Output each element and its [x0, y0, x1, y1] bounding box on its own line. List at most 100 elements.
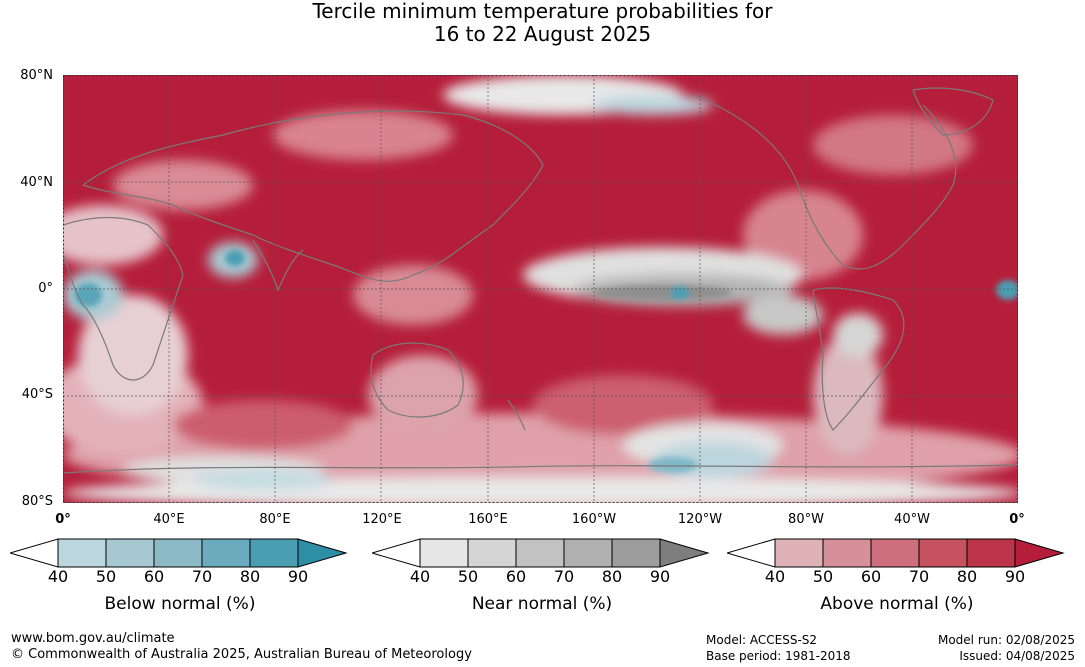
colorbar-above-seg-5: [966, 538, 1016, 568]
north-america-light: [743, 190, 863, 280]
footer-base-period: Base period: 1981-2018: [706, 649, 851, 663]
amazon-near: [833, 313, 883, 357]
coast-eurasia: [82, 110, 544, 282]
lon-label-160w: 160°W: [571, 512, 617, 527]
legend-near-tick-60: 60: [505, 567, 527, 586]
lon-label-120e: 120°E: [362, 512, 402, 527]
title-line-2: 16 to 22 August 2025: [433, 22, 652, 46]
coast-greenland: [912, 87, 994, 136]
colorbar-near-seg-3: [515, 538, 565, 568]
legend-above-title: Above normal (%): [820, 594, 974, 614]
lon-label-40w: 40°W: [894, 512, 930, 527]
coast-antarctica: [63, 464, 1018, 474]
colorbar-below-seg-0: [10, 538, 59, 568]
colorbar-below-seg-6: [297, 538, 348, 568]
colorbar-near-seg-6: [659, 538, 710, 568]
coast-new-zealand: [507, 399, 526, 431]
colorbar-below-seg-2: [105, 538, 155, 568]
coast-australia: [370, 342, 464, 418]
coast-india: [252, 239, 304, 292]
lon-label-120w: 120°W: [677, 512, 723, 527]
colorbar-below-seg-4: [201, 538, 251, 568]
colorbar-below: [10, 538, 348, 568]
southern-ocean-below-core: [648, 457, 698, 473]
legend-near-tick-50: 50: [457, 567, 479, 586]
lat-label-80s: 80°S: [21, 494, 53, 509]
probability-fields: [63, 75, 1018, 503]
siberia-light: [273, 110, 453, 160]
legend-below-tick-70: 70: [191, 567, 213, 586]
canada-light: [813, 115, 973, 175]
footer-model-info: Model: ACCESS-S2 Base period: 1981-2018: [706, 632, 851, 664]
chart-title: Tercile minimum temperature probabilitie…: [0, 0, 1085, 46]
colorbar-near: [372, 538, 710, 568]
lon-label-80w: 80°W: [788, 512, 824, 527]
tropical-pacific-near-core: [593, 285, 733, 301]
colorbar-below-seg-5: [249, 538, 299, 568]
west-pacific-light: [353, 265, 473, 325]
footer-copyright: © Commonwealth of Australia 2025, Austra…: [11, 647, 472, 662]
indian-ocean-south-light: [173, 400, 353, 450]
legend-below-tick-50: 50: [95, 567, 117, 586]
legend-above-tick-60: 60: [860, 567, 882, 586]
colorbar-above-seg-1: [774, 538, 824, 568]
atlantic-east-below-core: [996, 280, 1018, 300]
map-svg: [63, 75, 1018, 503]
colorbar-above-seg-3: [870, 538, 920, 568]
tropical-pacific-below-spot: [670, 286, 690, 300]
legend-above-tick-90: 90: [1004, 567, 1026, 586]
colorbar-near-seg-2: [467, 538, 517, 568]
colorbar-below-seg-3: [153, 538, 203, 568]
footer-dates: Model run: 02/08/2025 Issued: 04/08/2025: [938, 632, 1075, 664]
legend-below-tick-60: 60: [143, 567, 165, 586]
footer-issued: Issued: 04/08/2025: [959, 649, 1075, 663]
legend-near-title: Near normal (%): [471, 594, 613, 614]
east-pacific-near: [743, 295, 823, 335]
europe-light: [113, 160, 253, 210]
antarctic-below-west: [193, 470, 333, 490]
lon-label-40e: 40°E: [153, 512, 185, 527]
australia-light: [368, 355, 478, 435]
footer-website: www.bom.gov.au/climate: [11, 631, 175, 646]
legend-below-tick-40: 40: [47, 567, 69, 586]
footer-left: www.bom.gov.au/climate © Commonwealth of…: [11, 631, 472, 663]
lat-label-80n: 80°N: [20, 68, 53, 83]
lat-label-eq: 0°: [38, 281, 53, 296]
legend-above-tick-80: 80: [956, 567, 978, 586]
colorbar-near-seg-1: [419, 538, 469, 568]
legend-near-tick-40: 40: [409, 567, 431, 586]
coast-africa: [63, 216, 184, 381]
arctic-below: [593, 95, 713, 115]
legend-below-normal: 40 50 60 70 80 90 Below normal (%): [10, 538, 360, 618]
lat-label-40n: 40°N: [20, 175, 53, 190]
colorbar-near-seg-0: [372, 538, 421, 568]
footer-model: Model: ACCESS-S2: [706, 633, 818, 647]
colorbar-below-seg-1: [57, 538, 107, 568]
probability-map: [63, 75, 1018, 503]
title-line-1: Tercile minimum temperature probabilitie…: [312, 0, 773, 23]
lat-label-40s: 40°S: [21, 387, 53, 402]
map-border: [63, 75, 1018, 503]
graticule: [63, 75, 1018, 503]
legend-below-title: Below normal (%): [104, 594, 256, 614]
coast-north-america: [692, 94, 957, 270]
legend-below-tick-90: 90: [287, 567, 309, 586]
africa-pale: [78, 295, 188, 415]
legend-near-normal: 40 50 60 70 80 90 Near normal (%): [372, 538, 722, 618]
lon-label-80e: 80°E: [259, 512, 291, 527]
colorbar-above-seg-2: [822, 538, 872, 568]
colorbar-near-seg-4: [563, 538, 613, 568]
arabian-sea-below-core: [225, 250, 245, 266]
legend-near-tick-70: 70: [553, 567, 575, 586]
legend-above-normal: 40 50 60 70 80 90 Above normal (%): [727, 538, 1077, 618]
lon-label-160e: 160°E: [468, 512, 508, 527]
north-africa-pale: [63, 205, 163, 265]
colorbar-above-seg-0: [727, 538, 776, 568]
legend-near-tick-80: 80: [601, 567, 623, 586]
colorbar-above-seg-4: [918, 538, 968, 568]
legend-below-tick-80: 80: [239, 567, 261, 586]
legend-above-tick-40: 40: [764, 567, 786, 586]
legend-near-tick-90: 90: [649, 567, 671, 586]
lon-label-0: 0°: [55, 512, 71, 527]
legend-above-tick-70: 70: [908, 567, 930, 586]
